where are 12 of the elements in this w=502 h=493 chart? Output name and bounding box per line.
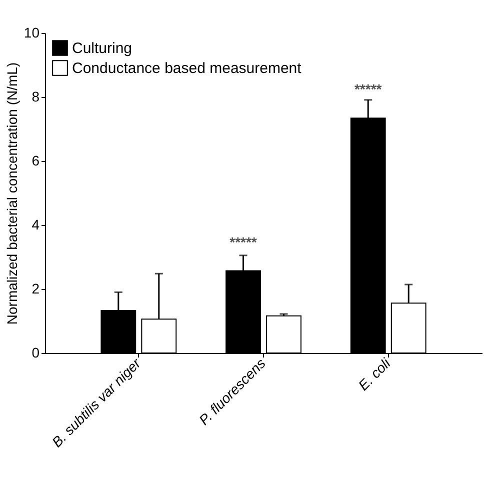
legend-label: Culturing xyxy=(72,40,132,57)
y-tick-label: 8 xyxy=(32,88,40,104)
annotation: ***** xyxy=(230,234,258,250)
annotation: ***** xyxy=(354,81,382,98)
y-tick-label: 6 xyxy=(32,152,40,168)
y-tick-label: 2 xyxy=(32,280,40,296)
y-axis-title: Normalized bacterial concentration (N/mL) xyxy=(4,62,20,325)
y-tick-label: 4 xyxy=(32,216,40,232)
x-tick-label: E. coli xyxy=(355,354,394,394)
legend-label: Conductance based measurement xyxy=(72,60,302,77)
y-tick-label: 0 xyxy=(32,344,40,360)
y-tick-label: 10 xyxy=(24,24,40,40)
